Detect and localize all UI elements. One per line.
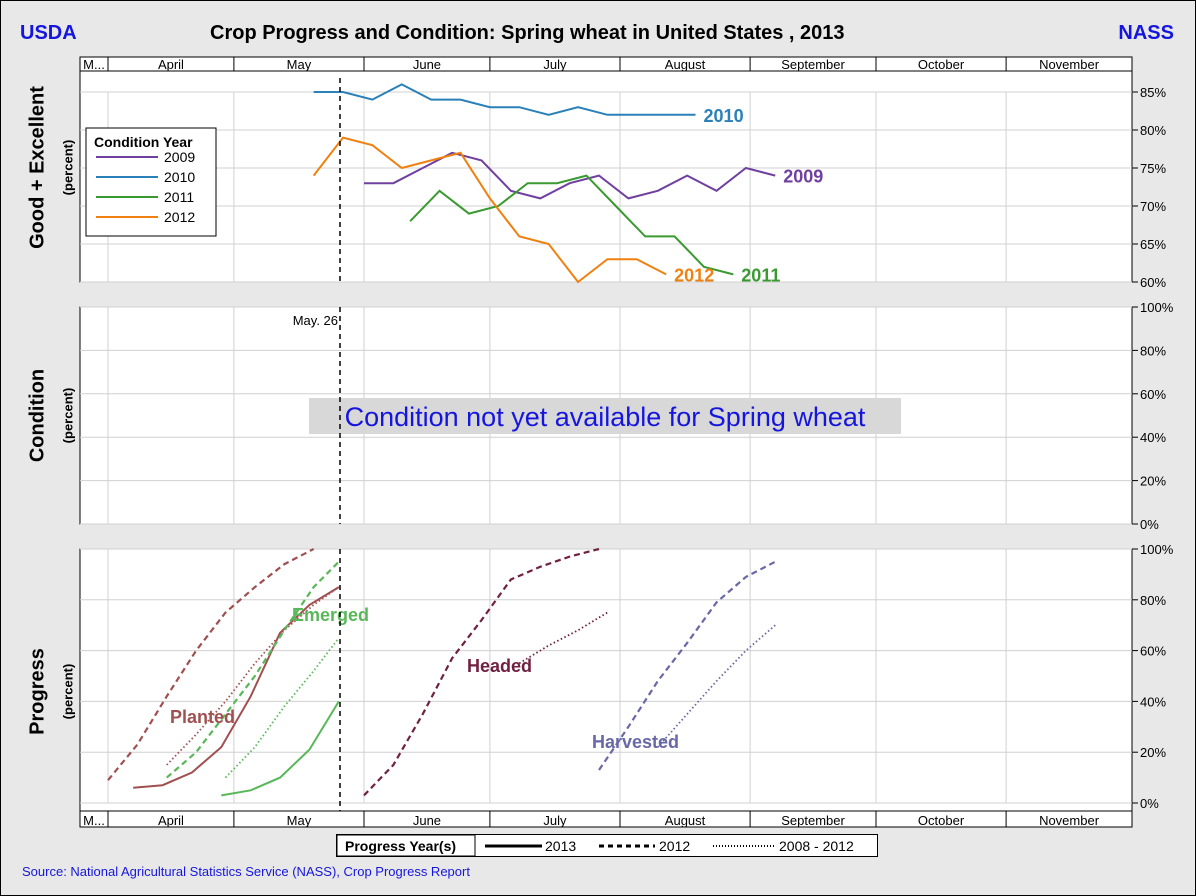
usda-label: USDA bbox=[20, 22, 77, 44]
progress-legend-title: Progress Year(s) bbox=[345, 838, 456, 854]
panel-good-excellent: 85% 80% 75% 70% 65% 60% 2009 2010 2011 2012 Cond… bbox=[79, 56, 1166, 290]
progress-legend: Progress Year(s) 2013 2012 2008 - 2012 bbox=[336, 834, 878, 857]
condition-year-legend: Condition Year 2009 2010 2011 2012 bbox=[85, 127, 217, 237]
ytick-label: 70% bbox=[1140, 199, 1166, 214]
ytick-label: 80% bbox=[1140, 343, 1166, 358]
series-line-2012 bbox=[312, 136, 667, 284]
series-end-label-2011: 2011 bbox=[741, 265, 780, 285]
progress-line bbox=[133, 586, 340, 789]
month-strip-bottom bbox=[79, 810, 1133, 828]
source-note: Source: National Agricultural Statistics… bbox=[22, 864, 470, 879]
series-line-2009 bbox=[364, 151, 776, 200]
panel-condition: 100% 80% 60% 40% 20% 0% Condition not yet ava… bbox=[79, 300, 1174, 532]
legend-label-2012: 2012 bbox=[164, 209, 195, 225]
month-label-bottom: M... bbox=[83, 813, 105, 828]
legend-label-2011: 2011 bbox=[164, 189, 194, 205]
ytick-label: 80% bbox=[1140, 123, 1166, 138]
legend-item-2012: 2012 bbox=[659, 838, 690, 854]
legend-label-2010: 2010 bbox=[164, 169, 195, 185]
month-label-bottom: November bbox=[1039, 813, 1100, 828]
progress-line bbox=[107, 548, 315, 781]
planted-label: Planted bbox=[170, 707, 235, 727]
ytick-label: 0% bbox=[1140, 796, 1159, 811]
progress-line bbox=[363, 547, 600, 797]
may26-marker-label: May. 26 bbox=[293, 313, 338, 328]
month-label-bottom: April bbox=[158, 813, 184, 828]
progress-line bbox=[518, 611, 608, 665]
condition-notice: Condition not yet available for Spring w… bbox=[345, 402, 866, 432]
ytick-label: 0% bbox=[1140, 517, 1159, 532]
legend-label-2009: 2009 bbox=[164, 149, 195, 165]
month-label-top: April bbox=[158, 57, 184, 72]
ytick-label: 75% bbox=[1140, 161, 1166, 176]
series-line-2011 bbox=[409, 174, 734, 276]
month-label-bottom: October bbox=[918, 813, 965, 828]
ytick-label: 40% bbox=[1140, 430, 1166, 445]
progress-line bbox=[221, 700, 340, 797]
month-label-top: August bbox=[665, 57, 706, 72]
ytick-label: 60% bbox=[1140, 387, 1166, 402]
month-label-bottom: September bbox=[781, 813, 845, 828]
ytick-label: 65% bbox=[1140, 237, 1166, 252]
month-label-top: M... bbox=[83, 57, 105, 72]
ytick-label: 20% bbox=[1140, 745, 1166, 760]
emerged-label: Emerged bbox=[292, 605, 369, 625]
month-label-top: November bbox=[1039, 57, 1100, 72]
progress-line bbox=[224, 637, 340, 779]
progress-line bbox=[166, 560, 340, 779]
ytick-label: 100% bbox=[1140, 300, 1174, 315]
month-label-bottom: August bbox=[665, 813, 706, 828]
series-end-label-2010: 2010 bbox=[704, 106, 744, 126]
month-strip-top bbox=[79, 56, 1133, 72]
series-end-label-2009: 2009 bbox=[783, 167, 823, 187]
month-label-top: October bbox=[918, 57, 965, 72]
ytick-label: 60% bbox=[1140, 644, 1166, 659]
legend-item-2013: 2013 bbox=[545, 838, 576, 854]
progress-line bbox=[598, 560, 776, 771]
month-label-top: June bbox=[413, 57, 441, 72]
month-label-bottom: July bbox=[543, 813, 567, 828]
month-label-top: July bbox=[543, 57, 567, 72]
nass-label: NASS bbox=[1118, 22, 1174, 44]
month-label-bottom: June bbox=[413, 813, 441, 828]
headed-label: Headed bbox=[467, 656, 532, 676]
ytick-label: 20% bbox=[1140, 474, 1166, 489]
ytick-label: 100% bbox=[1140, 542, 1174, 557]
month-label-bottom: May bbox=[287, 813, 312, 828]
ytick-label: 80% bbox=[1140, 593, 1166, 608]
ytick-label: 40% bbox=[1140, 694, 1166, 709]
legend-item-2008-2012: 2008 - 2012 bbox=[779, 838, 854, 854]
notice-background bbox=[309, 398, 901, 434]
ytick-label: 85% bbox=[1140, 85, 1166, 100]
month-label-top: September bbox=[781, 57, 845, 72]
series-end-label-2012: 2012 bbox=[674, 265, 714, 285]
ytick-label: 60% bbox=[1140, 275, 1166, 290]
series-line-2010 bbox=[313, 83, 696, 116]
month-label-top: May bbox=[287, 57, 312, 72]
progress-line bbox=[657, 624, 776, 748]
harvested-label: Harvested bbox=[592, 732, 679, 752]
legend-title: Condition Year bbox=[94, 134, 193, 150]
panel-progress: 100% 80% 60% 40% 20% 0% Planted Emerged Heade… bbox=[79, 542, 1174, 828]
chart-title: Crop Progress and Condition: Spring whea… bbox=[210, 22, 845, 44]
